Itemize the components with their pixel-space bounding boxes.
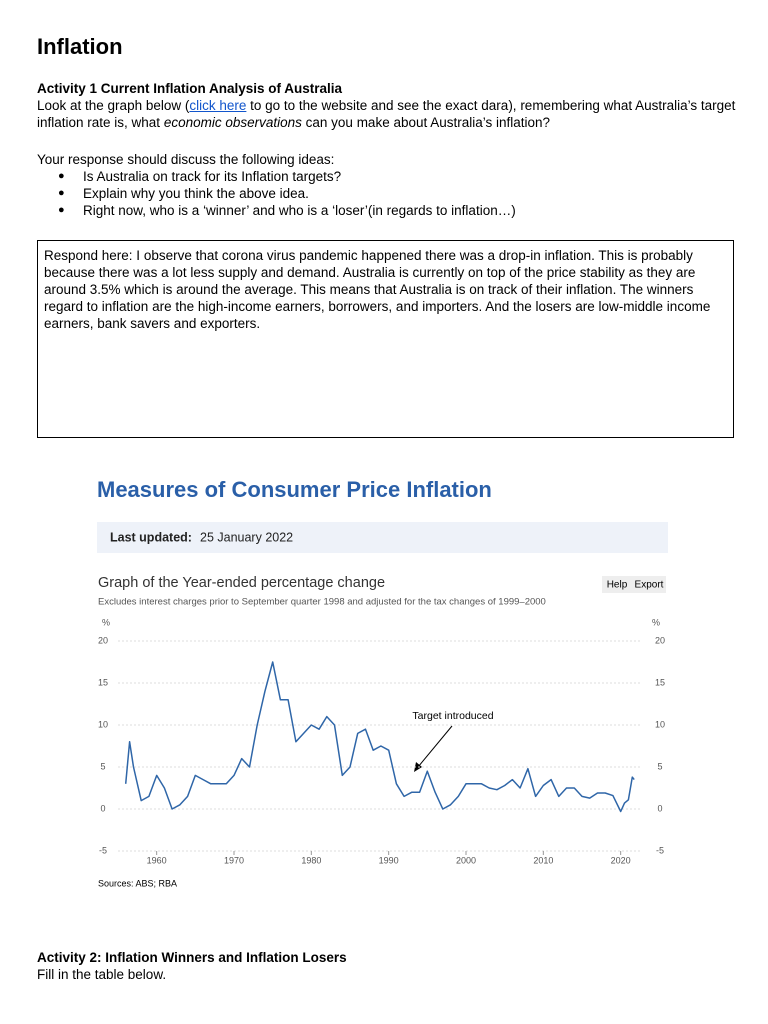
link[interactable]: click here [189, 98, 247, 113]
y2-tick-label: 10 [655, 719, 665, 729]
x-tick-label: 2010 [533, 855, 553, 865]
intro-text: can you make about Australia’s inflation… [301, 115, 551, 130]
bullet: Is Australia on track for its Inflation … [37, 168, 737, 185]
y2-tick-label: 5 [657, 761, 662, 771]
update-date: 25 January 2022 [200, 530, 293, 544]
source: Sources: ABS; RBA [98, 878, 177, 888]
response-box: Respond here: I observe that corona viru… [37, 240, 734, 438]
y2-tick-label: 20 [655, 635, 665, 645]
chart-subtitle: Graph of the Year-ended percentage chang… [98, 575, 385, 591]
annotation-arrow [417, 725, 453, 768]
doc-title: Inflation [37, 34, 123, 59]
x-tick-label: 1960 [147, 855, 167, 865]
chart-title: Measures of Consumer Price Inflation [97, 477, 492, 502]
y2-tick-label: 15 [655, 677, 665, 687]
intro: Look at the graph below (click here to g… [37, 97, 737, 131]
y-tick-label: 5 [100, 761, 105, 771]
chart-note: Excludes interest charges prior to Septe… [98, 597, 546, 608]
bullets: Is Australia on track for its Inflation … [37, 168, 737, 219]
y-tick-label: 0 [100, 803, 105, 813]
x-tick-label: 1980 [301, 855, 321, 865]
prompt: Your response should discuss the followi… [37, 152, 335, 167]
intro-text: to go to the website and see the exact d… [37, 98, 736, 130]
help-label[interactable]: Help [607, 580, 628, 591]
y-tick-label: -5 [99, 845, 107, 855]
help-button[interactable] [602, 576, 632, 593]
y-tick-label: 10 [98, 719, 108, 729]
y-tick-label: 15 [98, 677, 108, 687]
x-tick-label: 2000 [456, 855, 476, 865]
intro-text: Look at the graph below ( [37, 98, 190, 113]
export-button[interactable] [632, 576, 666, 593]
chart: Measures of Consumer Price Inflation Las… [97, 477, 668, 888]
activity2-instruction: Fill in the table below. [37, 967, 167, 982]
update-bar [97, 522, 668, 553]
bullet: Right now, who is a ‘winner’ and who is … [37, 202, 737, 219]
x-tick-label: 1970 [224, 855, 244, 865]
y-unit: % [102, 617, 110, 627]
activity2-heading: Activity 2: Inflation Winners and Inflat… [37, 950, 347, 965]
y2-tick-label: 0 [657, 803, 662, 813]
export-label[interactable]: Export [635, 580, 664, 591]
y-unit-right: % [652, 617, 660, 627]
y-tick-label: 20 [98, 635, 108, 645]
x-tick-label: 2020 [611, 855, 631, 865]
x-tick-label: 1990 [379, 855, 399, 865]
activity-heading: Activity 1 Current Inflation Analysis of… [37, 81, 343, 96]
y2-tick-label: -5 [656, 845, 664, 855]
update-label: Last updated: [110, 530, 192, 544]
bullet: Explain why you think the above idea. [37, 185, 737, 202]
series-line [124, 661, 635, 813]
intro-italic: economic observations [163, 115, 302, 130]
annotation: Target introduced [412, 710, 493, 722]
